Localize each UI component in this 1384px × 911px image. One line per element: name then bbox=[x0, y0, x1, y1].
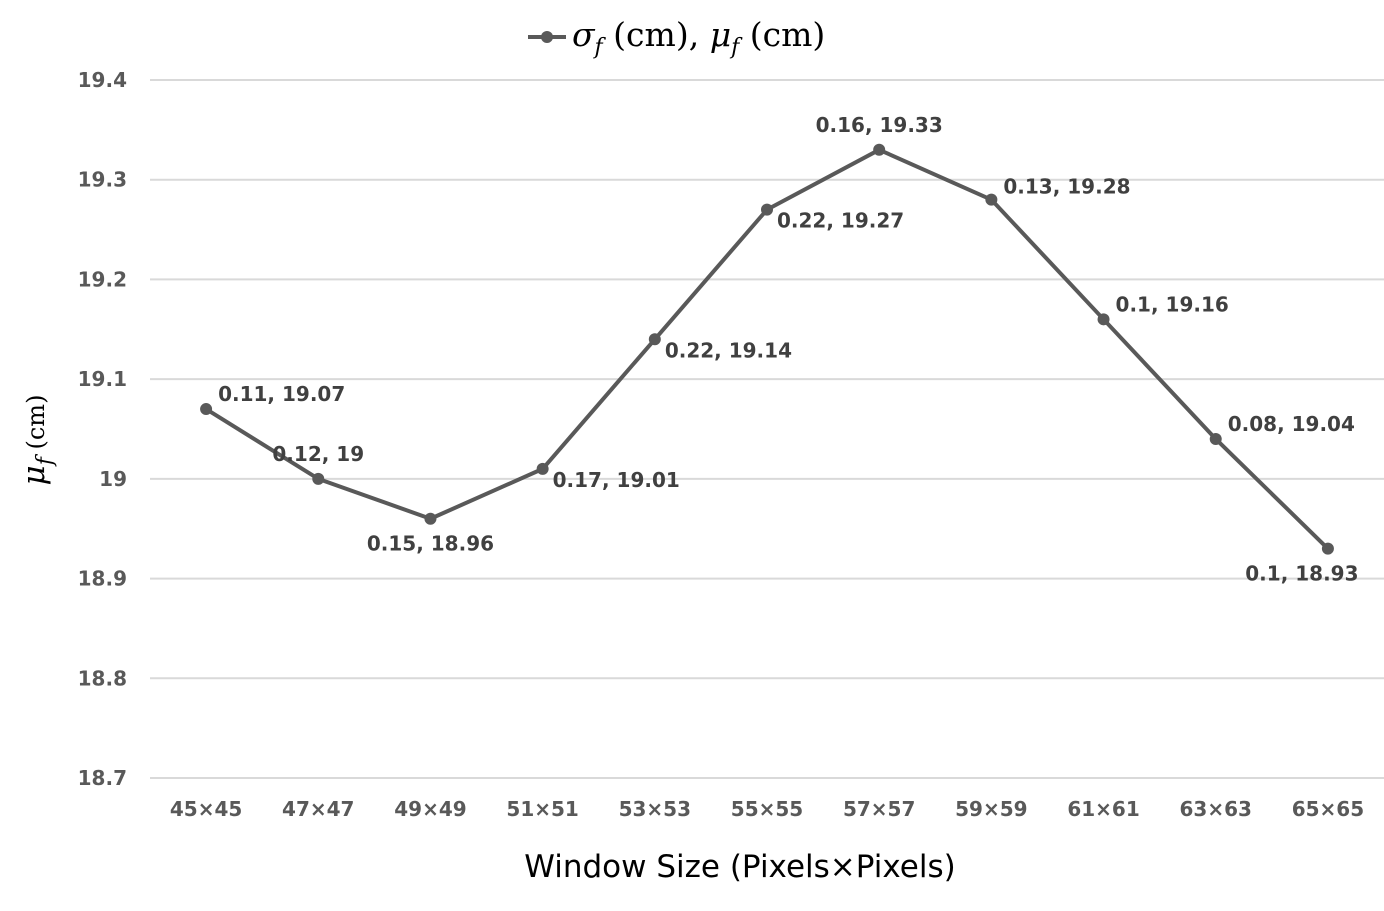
data-point bbox=[761, 203, 773, 216]
x-tick-label: 65×65 bbox=[1292, 797, 1364, 821]
data-point bbox=[424, 512, 437, 525]
x-tick-label: 45×45 bbox=[170, 797, 242, 821]
legend-label: σf (cm), μf (cm) bbox=[572, 15, 825, 60]
data-label: 0.1, 18.93 bbox=[1245, 562, 1358, 586]
data-point bbox=[873, 143, 886, 156]
data-point bbox=[200, 403, 213, 416]
data-point bbox=[1209, 432, 1222, 445]
data-label: 0.11, 19.07 bbox=[218, 382, 345, 406]
legend-marker-swatch bbox=[541, 31, 553, 43]
y-tick-label: 18.8 bbox=[78, 666, 127, 690]
legend-mu: μ bbox=[710, 15, 731, 54]
y-tick-label: 19.1 bbox=[78, 367, 127, 391]
y-tick-label: 18.7 bbox=[78, 766, 127, 790]
x-tick-label: 53×53 bbox=[619, 797, 691, 821]
data-point bbox=[536, 462, 549, 475]
y-label-mu: μ bbox=[16, 465, 52, 485]
series-markers bbox=[200, 143, 1334, 555]
gridlines bbox=[150, 79, 1384, 779]
legend-mid: (cm), bbox=[603, 15, 710, 54]
data-label: 0.17, 19.01 bbox=[553, 468, 680, 492]
y-axis-ticks: 19.4 19.3 19.2 19.1 19 18.9 18.8 18.7 bbox=[78, 68, 127, 790]
y-tick-label: 19.2 bbox=[78, 267, 127, 291]
data-point bbox=[985, 193, 998, 206]
data-label: 0.08, 19.04 bbox=[1228, 412, 1355, 436]
data-point bbox=[1097, 313, 1110, 326]
y-label-unit: (cm) bbox=[22, 395, 50, 458]
x-tick-label: 49×49 bbox=[394, 797, 466, 821]
data-label: 0.1, 19.16 bbox=[1116, 292, 1229, 316]
data-point bbox=[1321, 542, 1334, 555]
y-tick-label: 18.9 bbox=[78, 567, 127, 591]
data-label: 0.12, 19 bbox=[272, 442, 364, 466]
legend: σf (cm), μf (cm) bbox=[528, 15, 825, 60]
x-tick-label: 51×51 bbox=[506, 797, 578, 821]
x-tick-label: 55×55 bbox=[731, 797, 803, 821]
data-label: 0.22, 19.27 bbox=[777, 209, 904, 233]
x-tick-label: 57×57 bbox=[843, 797, 915, 821]
x-tick-label: 63×63 bbox=[1180, 797, 1252, 821]
data-point bbox=[648, 333, 661, 346]
x-axis-ticks: 45×45 47×47 49×49 51×51 53×53 55×55 57×57 59×59… bbox=[170, 797, 1364, 821]
y-tick-label: 19 bbox=[99, 467, 127, 491]
x-tick-label: 47×47 bbox=[282, 797, 354, 821]
data-label: 0.13, 19.28 bbox=[1003, 175, 1130, 199]
y-tick-label: 19.4 bbox=[78, 68, 127, 92]
x-tick-label: 59×59 bbox=[955, 797, 1027, 821]
data-point bbox=[312, 472, 325, 485]
legend-sigma: σ bbox=[572, 15, 596, 54]
x-tick-label: 61×61 bbox=[1067, 797, 1139, 821]
data-label: 0.22, 19.14 bbox=[665, 338, 792, 362]
y-axis-label: μf (cm) bbox=[16, 395, 58, 486]
data-labels: 0.11, 19.07 0.12, 19 0.15, 18.96 0.17, 19.0… bbox=[218, 113, 1358, 586]
data-label: 0.16, 19.33 bbox=[816, 113, 943, 137]
legend-tail: (cm) bbox=[739, 15, 825, 54]
x-axis-label: Window Size (Pixels×Pixels) bbox=[524, 849, 955, 885]
data-label: 0.15, 18.96 bbox=[367, 532, 494, 556]
y-tick-label: 19.3 bbox=[78, 168, 127, 192]
